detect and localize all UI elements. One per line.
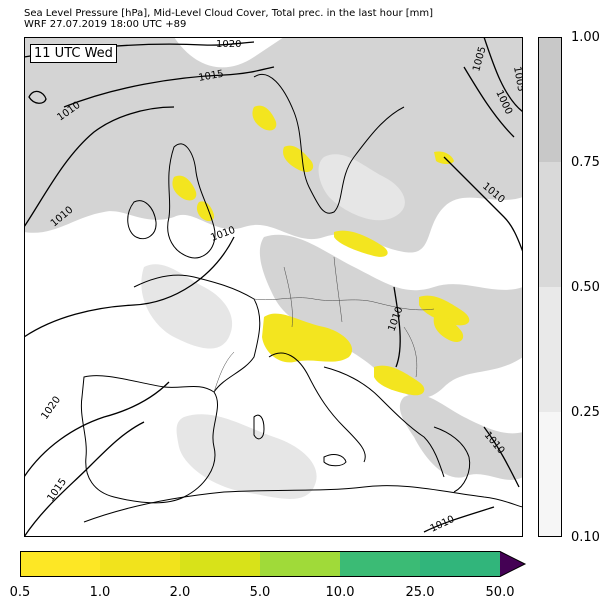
precip-colorbar-tick: 5.0: [249, 585, 271, 600]
isobar-label: 1005: [511, 66, 523, 93]
isobar: [483, 37, 523, 113]
isobar: [24, 236, 235, 338]
precip-patch: [419, 295, 470, 326]
precip-patch: [334, 230, 388, 257]
map-frame: [24, 37, 523, 537]
precip-colorbar-segment: [340, 551, 420, 577]
precip-patch: [252, 105, 277, 131]
coastline-scandinavia: [253, 74, 405, 214]
precip-colorbar-tick: 0.5: [9, 585, 31, 600]
precip-colorbar-tick: 2.0: [169, 585, 191, 600]
map-title: Sea Level Pressure [hPa], Mid-Level Clou…: [24, 8, 434, 19]
cloud-colorbar-tick: 0.25: [571, 405, 600, 420]
coastline-france: [133, 274, 261, 393]
isobar: [423, 506, 495, 533]
cloud-area: [176, 414, 317, 499]
isobar-label: 1015: [198, 69, 225, 84]
border: [333, 256, 343, 323]
precip-patch: [172, 175, 197, 201]
coastline-sicily: [323, 454, 347, 467]
isobar: [24, 421, 145, 537]
border: [403, 326, 418, 378]
cloud-area: [141, 264, 233, 349]
cloud-area: [399, 394, 523, 480]
coastline-greece: [433, 426, 471, 493]
isobar: [63, 66, 275, 108]
coastline-adriatic: [323, 366, 445, 478]
isobar: [443, 156, 523, 253]
precip-colorbar-segment: [180, 551, 260, 577]
coastline-northafrica: [83, 485, 523, 523]
isobar-label: 1020: [216, 39, 241, 50]
precip-colorbar-tick: 1.0: [89, 585, 111, 600]
precip-colorbar-segment: [100, 551, 180, 577]
precip-patch: [433, 315, 464, 343]
border: [373, 301, 435, 311]
precip-colorbar: [20, 551, 530, 577]
cloud-colorbar-segment: [538, 412, 562, 537]
cloud-colorbar-tick: 0.10: [571, 530, 600, 545]
border: [253, 297, 375, 303]
precip-colorbar-segment: [420, 551, 500, 577]
precip-patch: [262, 313, 353, 363]
cloud-colorbar-segment: [538, 162, 562, 287]
cloud-colorbar-tick: 0.50: [571, 280, 600, 295]
map-subtitle: WRF 27.07.2019 18:00 UTC +89: [24, 19, 187, 30]
weather-map: 1020 1015 1010 1010 1010 1005 1000 1010 …: [24, 37, 523, 537]
border: [283, 266, 293, 328]
cloud-area: [318, 154, 405, 221]
isobar: [24, 106, 175, 228]
precip-layer: [172, 105, 470, 396]
border: [213, 351, 235, 393]
country-borders: [213, 256, 435, 393]
coastline-sardinia: [253, 414, 265, 440]
cloud-colorbar-tick: 0.75: [571, 155, 600, 170]
precip-patch: [196, 201, 215, 222]
isobar: [483, 426, 520, 488]
coastline-britain: [167, 143, 216, 259]
cloud-colorbar-tick: 1.00: [571, 30, 600, 45]
coastline-italy: [268, 352, 366, 463]
cloud-cover-light-layer: [141, 154, 405, 499]
precip-colorbar-tick: 50.0: [485, 585, 515, 600]
precip-colorbar-tick: 10.0: [325, 585, 355, 600]
cloud-colorbar: [538, 37, 562, 537]
isobars: [24, 37, 523, 537]
coastline-ireland: [127, 200, 157, 240]
precip-colorbar-segment: [20, 551, 100, 577]
time-badge: 11 UTC Wed: [30, 44, 117, 63]
precip-colorbar-extend: [500, 551, 525, 577]
isobar: [463, 66, 515, 138]
isobar: [24, 381, 170, 478]
cloud-colorbar-segment: [538, 37, 562, 162]
cloud-colorbar-segment: [538, 287, 562, 412]
precip-colorbar-segment: [260, 551, 340, 577]
isobar: [28, 90, 47, 104]
coastlines: [80, 74, 523, 523]
precip-patch: [283, 145, 314, 173]
isobar: [393, 286, 401, 368]
cloud-area: [259, 234, 523, 398]
precip-patch: [374, 365, 425, 396]
precip-colorbar-tick: 25.0: [405, 585, 435, 600]
